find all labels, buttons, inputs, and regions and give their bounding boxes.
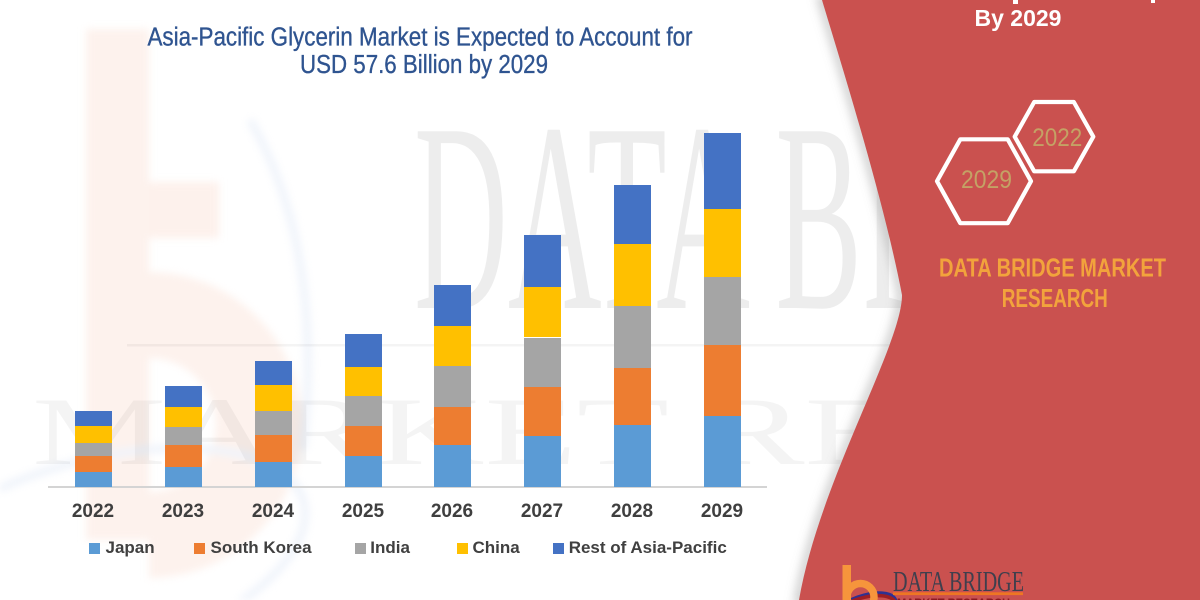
svg-text:RESEARCH: RESEARCH	[1002, 283, 1108, 313]
svg-text:MARKET RESEARCH: MARKET RESEARCH	[897, 596, 1010, 600]
svg-text:By 2029: By 2029	[975, 5, 1062, 31]
svg-text:DATA BRIDGE MARKET: DATA BRIDGE MARKET	[939, 253, 1166, 283]
svg-text:2022: 2022	[1032, 124, 1082, 152]
svg-text:Asia-Pacific Glycerin Market i: Asia-Pacific Glycerin Market is Expected…	[148, 23, 693, 51]
svg-text:2029: 2029	[961, 166, 1012, 194]
svg-text:USD 57.6 Billion by 2029: USD 57.6 Billion by 2029	[300, 51, 548, 79]
